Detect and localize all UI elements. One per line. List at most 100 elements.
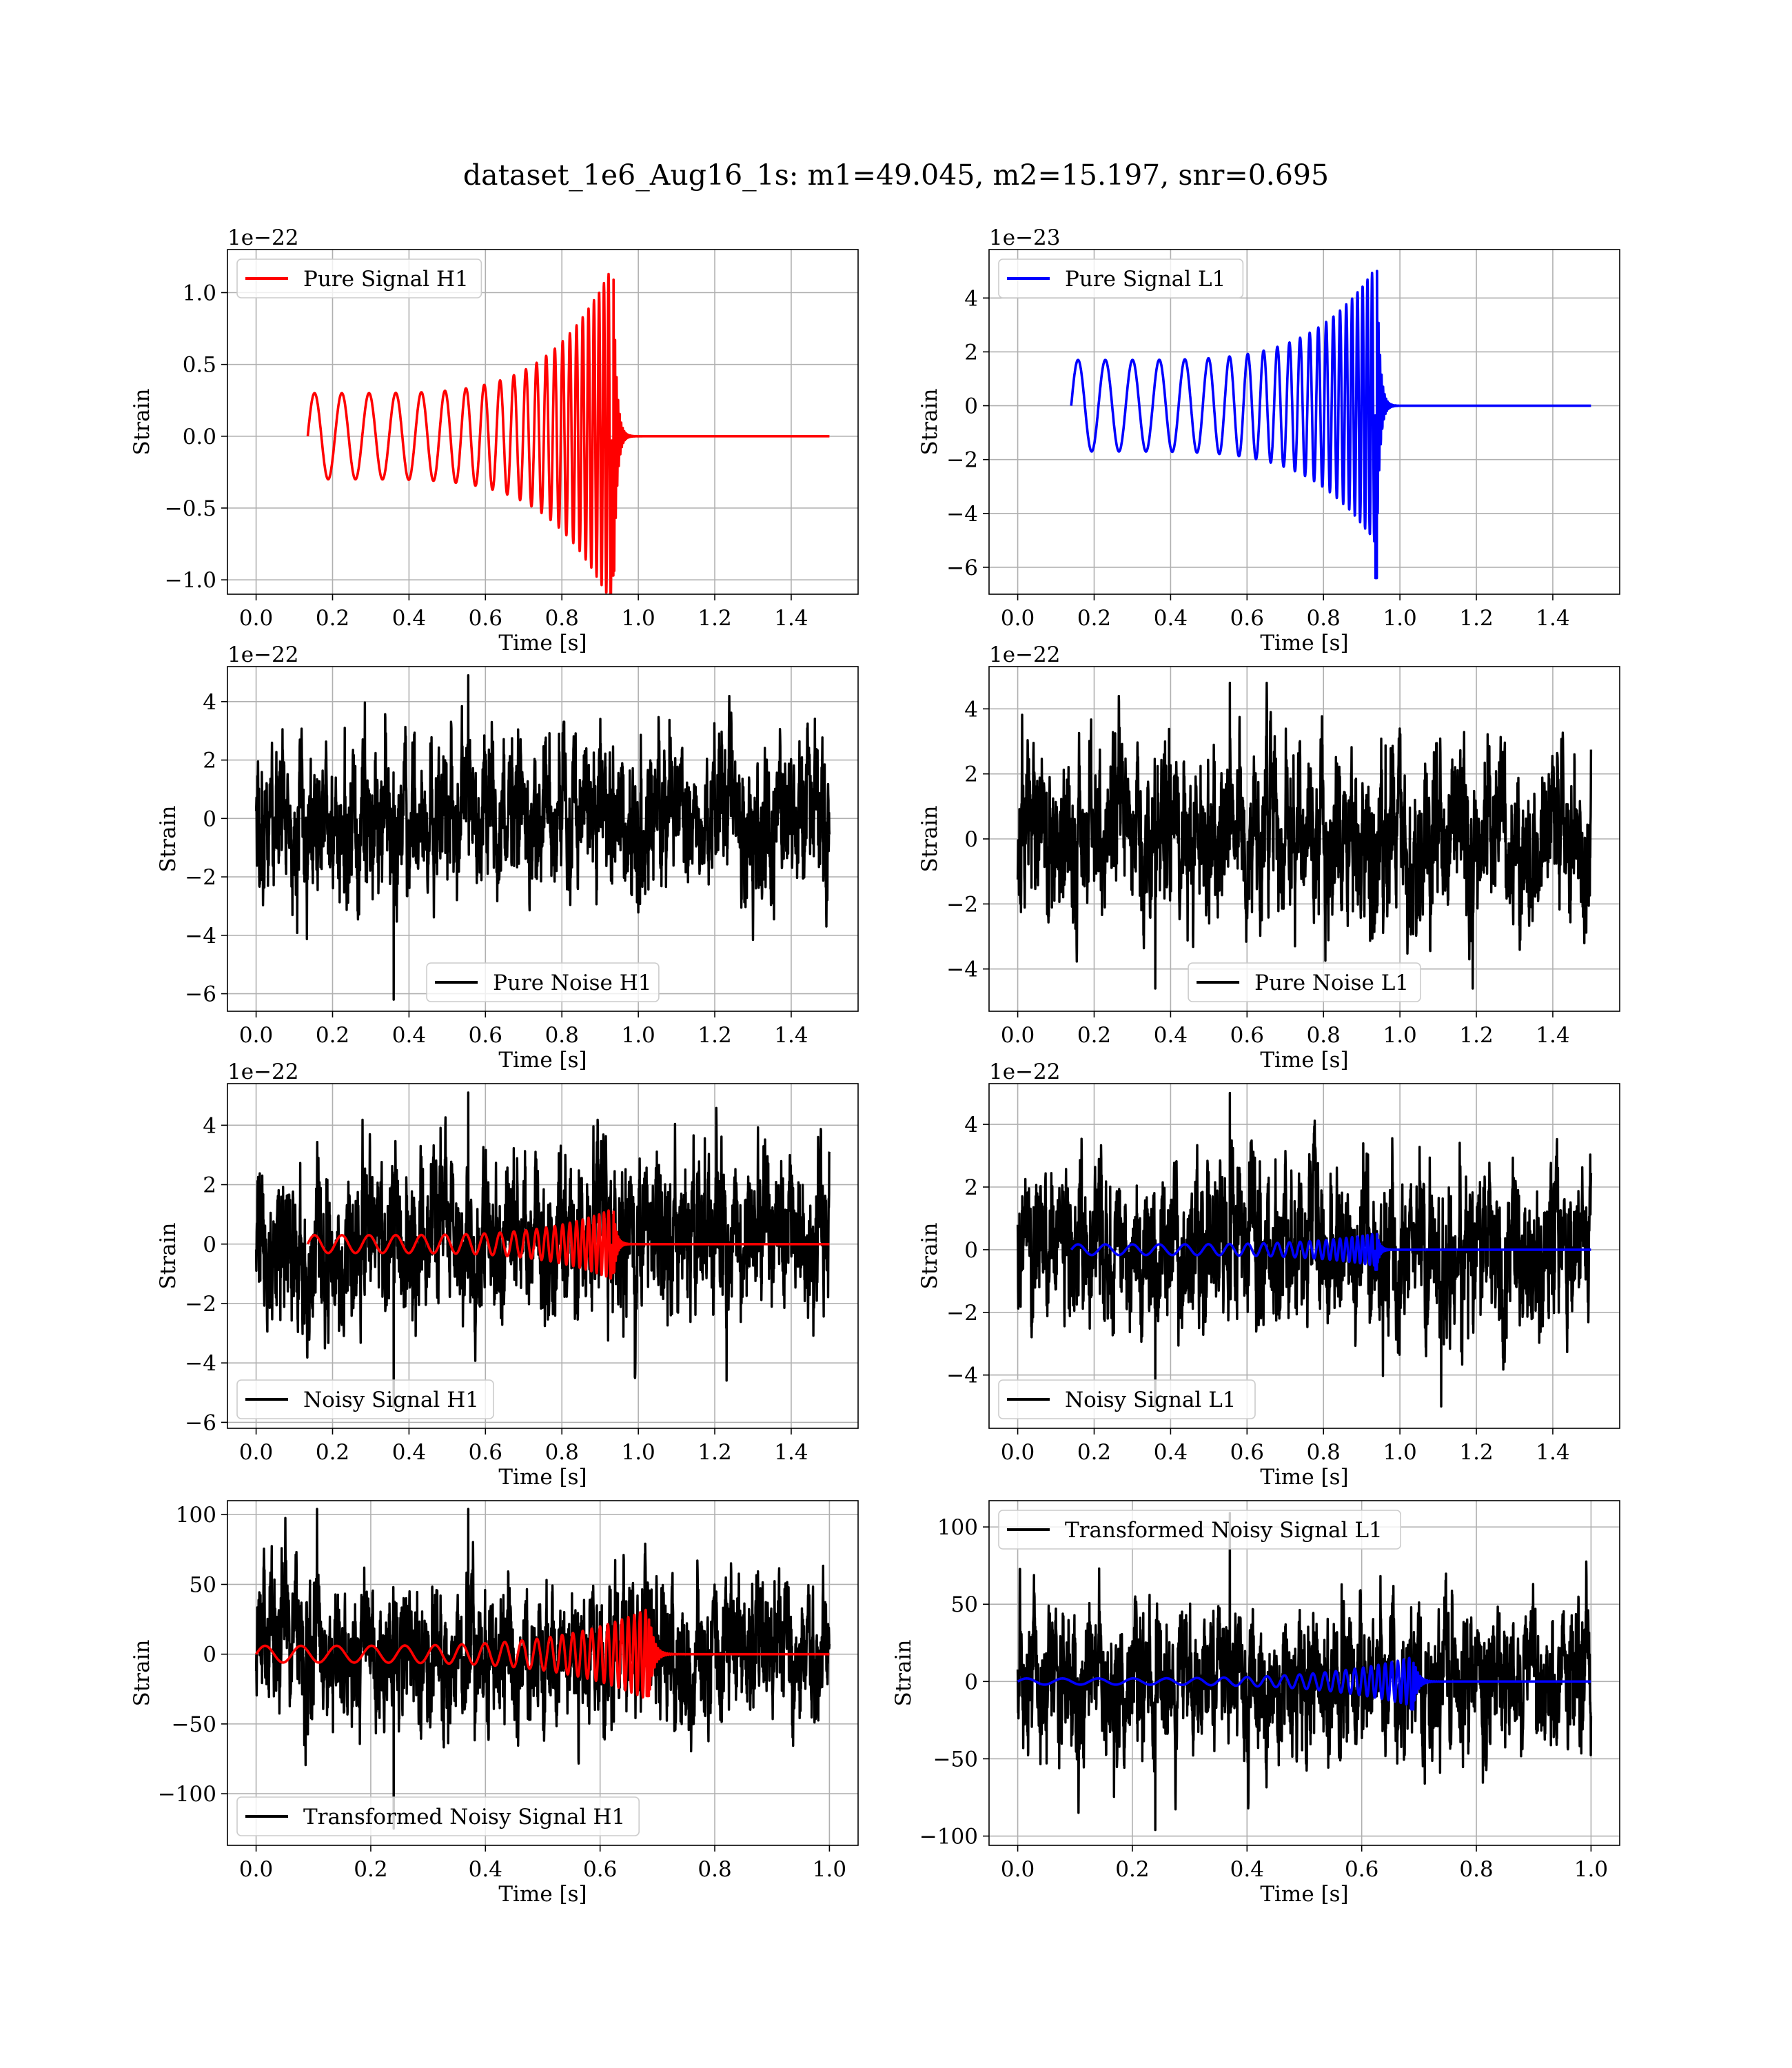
y-tick-label: 2 (964, 762, 978, 787)
x-tick-label: 1.4 (1536, 606, 1569, 631)
series-group (254, 1091, 831, 1409)
legend: Pure Signal L1 (998, 258, 1244, 298)
x-tick-label: 1.0 (1383, 1440, 1416, 1465)
x-tick-label: 1.4 (774, 1440, 808, 1465)
series-line-overlay-1 (1070, 1233, 1592, 1271)
x-tick-label: 0.8 (545, 1440, 579, 1465)
y-tick-label: 0.0 (183, 425, 216, 449)
legend-box (998, 1379, 1256, 1419)
y-tick-label: 0 (964, 394, 978, 419)
series-line-overlay-1 (255, 1608, 831, 1699)
x-tick-label: 0.0 (239, 606, 273, 631)
y-tick-label: 0.5 (183, 353, 216, 378)
series-line-noisy-signal-l1 (1016, 1091, 1593, 1408)
panel-pure-signal-l1: 0.0 0.2 0.4 0.6 0.8 1.0 1.2 1.4 −6 −4 −2 0 2 4 Time [s… (917, 225, 1620, 656)
legend-label: Pure Noise L1 (1254, 971, 1409, 995)
series-group (254, 1508, 831, 1830)
y-tick-label: −50 (172, 1712, 216, 1737)
axis-offset-text: 1e−22 (227, 1060, 299, 1084)
x-tick-label: 1.0 (813, 1857, 846, 1882)
y-tick-label: 0 (203, 1643, 216, 1667)
series-group (254, 674, 831, 1001)
x-tick-label: 0.6 (1345, 1857, 1378, 1882)
axes-frame (227, 249, 859, 595)
y-tick-label: 4 (964, 286, 978, 311)
y-tick-label: −4 (185, 924, 216, 949)
x-tick-label: 0.0 (1001, 1023, 1035, 1048)
y-tick-label: −4 (185, 1351, 216, 1376)
axis-offset-text: 1e−23 (989, 225, 1061, 250)
panel-pure-noise-l1: 0.0 0.2 0.4 0.6 0.8 1.0 1.2 1.4 −4 −2 0 2 4 Time [s] S… (917, 642, 1620, 1073)
legend-box (998, 258, 1244, 298)
axis-offset-text: 1e−22 (989, 642, 1061, 667)
x-tick-label: 0.4 (392, 606, 426, 631)
x-tick-label: 1.4 (774, 1023, 808, 1048)
series-line-transformed-noisy-signal-h1 (254, 1508, 831, 1830)
x-tick-label: 0.4 (1230, 1857, 1264, 1882)
series-group (306, 272, 831, 594)
x-tick-label: 1.0 (621, 606, 655, 631)
y-tick-label: 4 (203, 690, 216, 715)
x-tick-label: 0.0 (239, 1440, 273, 1465)
axes-frame (227, 666, 859, 1012)
x-tick-label: 0.0 (239, 1857, 273, 1882)
panel-noisy-signal-h1: 0.0 0.2 0.4 0.6 0.8 1.0 1.2 1.4 −6 −4 −2 0 2 4 Time [s… (156, 1060, 859, 1490)
legend-box (426, 962, 660, 1002)
x-tick-label: 0.2 (316, 1023, 349, 1048)
panels: 0.0 0.2 0.4 0.6 0.8 1.0 1.2 1.4 −1.0 −0.5 0.0 0.5 1.… (130, 225, 1620, 1907)
y-tick-label: 4 (964, 697, 978, 722)
y-tick-label: −6 (185, 982, 216, 1007)
y-tick-label: 2 (203, 1173, 216, 1198)
y-tick-label: 2 (203, 749, 216, 773)
y-tick-label: −6 (185, 1410, 216, 1435)
x-tick-label: 0.4 (469, 1857, 502, 1882)
panel-noisy-signal-l1: 0.0 0.2 0.4 0.6 0.8 1.0 1.2 1.4 −4 −2 0 2 4 Time [s] S… (917, 1060, 1620, 1490)
x-tick-label: 0.2 (316, 1440, 349, 1465)
axes-frame (227, 1083, 859, 1429)
x-tick-label: 1.0 (621, 1440, 655, 1465)
x-tick-label: 0.8 (1307, 606, 1341, 631)
x-axis-label: Time [s] (498, 1048, 587, 1073)
legend: Pure Noise L1 (1188, 962, 1421, 1002)
y-tick-label: −4 (946, 502, 978, 527)
y-tick-label: −2 (946, 892, 978, 917)
x-axis-label: Time [s] (1260, 1048, 1348, 1073)
legend: Noisy Signal H1 (236, 1379, 494, 1419)
y-tick-label: 0 (964, 1238, 978, 1263)
axis-offset-text: 1e−22 (989, 1060, 1061, 1084)
x-tick-label: 0.0 (1001, 1440, 1035, 1465)
y-tick-label: −2 (946, 1301, 978, 1326)
x-tick-label: 0.0 (1001, 1857, 1035, 1882)
legend-label: Pure Signal H1 (303, 267, 469, 292)
y-axis-label: Strain (156, 1223, 181, 1290)
axes-frame (988, 1083, 1620, 1429)
panel-pure-signal-h1: 0.0 0.2 0.4 0.6 0.8 1.0 1.2 1.4 −1.0 −0.5 0.0 0.5 1.… (130, 225, 859, 656)
legend-box (236, 1796, 640, 1836)
legend-label: Pure Signal L1 (1065, 267, 1225, 292)
legend-label: Pure Noise H1 (493, 971, 651, 995)
series-line-transformed-noisy-signal-l1 (1016, 1512, 1593, 1832)
y-tick-label: −1.0 (165, 568, 216, 593)
x-tick-label: 1.0 (1383, 1023, 1416, 1048)
series-line-pure-noise-l1 (1016, 681, 1593, 990)
axes-frame (227, 1500, 859, 1846)
y-tick-label: −2 (946, 448, 978, 473)
y-tick-label: 1.0 (183, 281, 216, 306)
legend: Transformed Noisy Signal L1 (998, 1510, 1402, 1550)
y-tick-label: 0 (964, 827, 978, 852)
panel-transformed-noisy-signal-l1: 0.0 0.2 0.4 0.6 0.8 1.0 −100 −50 0 50 100 Time [s] S… (891, 1500, 1620, 1907)
x-tick-label: 0.2 (1077, 1023, 1111, 1048)
y-tick-label: 0 (964, 1670, 978, 1694)
x-tick-label: 0.0 (1001, 606, 1035, 631)
y-axis-label: Strain (917, 806, 942, 873)
x-tick-label: 1.2 (1459, 1440, 1493, 1465)
legend: Transformed Noisy Signal H1 (236, 1796, 640, 1836)
x-tick-label: 0.8 (545, 1023, 579, 1048)
y-axis-label: Strain (156, 806, 181, 873)
x-tick-label: 0.8 (1307, 1023, 1341, 1048)
x-tick-label: 0.8 (1307, 1440, 1341, 1465)
y-tick-label: 50 (951, 1592, 978, 1617)
panel-transformed-noisy-signal-h1: 0.0 0.2 0.4 0.6 0.8 1.0 −100 −50 0 50 100 Time [s] S… (130, 1500, 859, 1907)
x-tick-label: 0.6 (1230, 1023, 1264, 1048)
